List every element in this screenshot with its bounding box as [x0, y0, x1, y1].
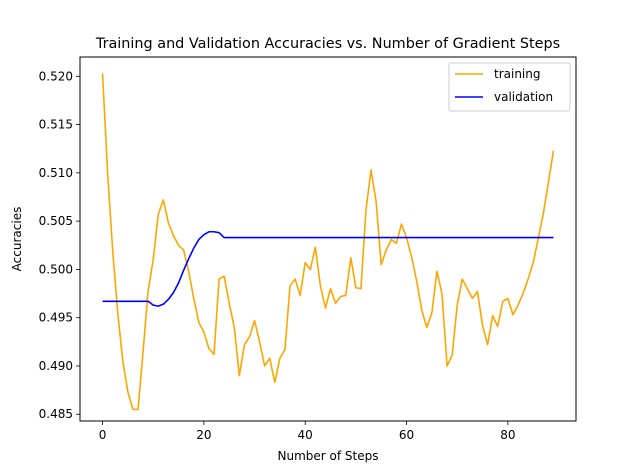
y-tick-label: 0.485	[39, 407, 73, 421]
chart-title: Training and Validation Accuracies vs. N…	[95, 36, 560, 52]
y-axis: 0.485 0.490 0.495 0.500 0.505 0.510 0.515 0.520	[39, 69, 80, 421]
x-axis: 0 20 40 60 80	[99, 421, 515, 442]
legend: training validation	[448, 62, 571, 112]
x-tick-label: 40	[298, 428, 313, 442]
x-tick-label: 0	[99, 428, 107, 442]
x-tick-label: 80	[500, 428, 515, 442]
y-tick-label: 0.520	[39, 69, 73, 83]
y-tick-label: 0.515	[39, 118, 73, 132]
series-line-validation	[102, 230, 554, 307]
plot-lines	[101, 73, 555, 411]
legend-label-training: training	[494, 67, 541, 81]
y-tick-label: 0.490	[39, 359, 73, 373]
y-axis-title: Accuracies	[10, 207, 24, 272]
y-tick-label: 0.505	[39, 214, 73, 228]
x-tick-label: 20	[196, 428, 211, 442]
legend-box	[448, 62, 571, 112]
legend-label-validation: validation	[494, 90, 553, 104]
x-tick-label: 60	[399, 428, 414, 442]
x-axis-title: Number of Steps	[278, 449, 379, 463]
plot-frame	[79, 56, 577, 422]
y-tick-label: 0.510	[39, 166, 73, 180]
y-tick-label: 0.500	[39, 262, 73, 276]
y-tick-label: 0.495	[39, 311, 73, 325]
series-line-training	[101, 73, 555, 411]
